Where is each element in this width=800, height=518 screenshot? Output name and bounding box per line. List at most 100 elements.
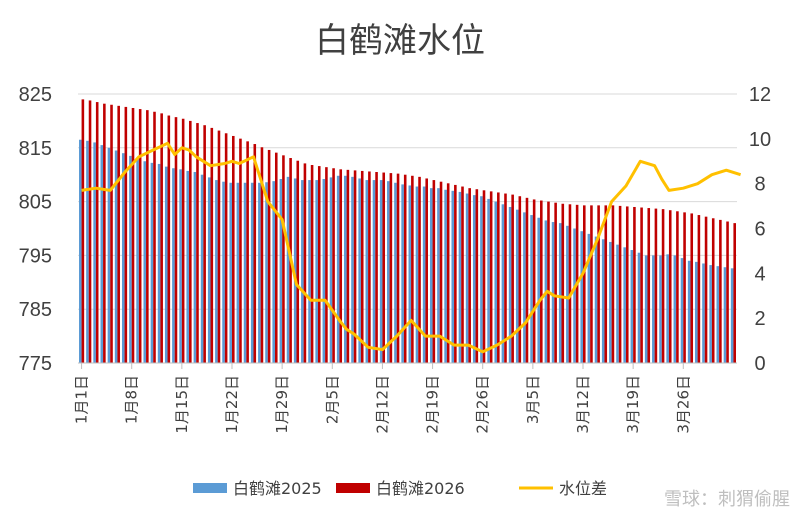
bar-2026 bbox=[676, 211, 679, 363]
bar-2025 bbox=[494, 201, 498, 363]
bar-2025 bbox=[444, 189, 447, 363]
bar-2026 bbox=[540, 200, 543, 363]
bar-2026 bbox=[303, 163, 307, 363]
bar-2025 bbox=[150, 162, 154, 363]
y-right-tick-label: 6 bbox=[754, 219, 765, 241]
bar-2026 bbox=[554, 202, 557, 363]
bar-2026 bbox=[103, 103, 106, 364]
bar-2026 bbox=[167, 115, 171, 364]
bar-2026 bbox=[317, 166, 321, 363]
bar-2025 bbox=[79, 139, 82, 363]
bar-2026 bbox=[174, 117, 178, 363]
bar-2025 bbox=[623, 247, 626, 363]
bar-2026 bbox=[203, 125, 206, 363]
bar-2025 bbox=[687, 260, 691, 363]
bar-2025 bbox=[394, 182, 397, 363]
bar-2026 bbox=[389, 173, 393, 363]
bar-2026 bbox=[353, 170, 357, 363]
bar-2025 bbox=[465, 193, 469, 363]
bar-2025 bbox=[730, 268, 734, 363]
x-tick-label: 3月19日 bbox=[624, 375, 642, 434]
bar-2025 bbox=[358, 178, 361, 363]
bar-2026 bbox=[733, 223, 736, 363]
bar-2026 bbox=[511, 194, 514, 363]
bar-2025 bbox=[265, 182, 268, 363]
bar-2026 bbox=[690, 213, 694, 363]
bar-2026 bbox=[253, 144, 257, 363]
bar-2026 bbox=[683, 212, 686, 363]
bar-2025 bbox=[523, 212, 526, 363]
bar-2026 bbox=[547, 201, 550, 363]
bar-2025 bbox=[609, 241, 612, 363]
bar-2025 bbox=[594, 236, 598, 363]
bar-2025 bbox=[286, 176, 290, 363]
bar-2025 bbox=[501, 204, 505, 363]
bar-2025 bbox=[329, 177, 333, 363]
legend-label: 水位差 bbox=[559, 479, 607, 498]
bar-2026 bbox=[110, 104, 113, 363]
bar-2026 bbox=[375, 172, 378, 363]
bar-2026 bbox=[597, 205, 600, 363]
bar-2025 bbox=[143, 161, 147, 363]
bar-2025 bbox=[429, 188, 433, 363]
bar-2025 bbox=[172, 168, 175, 363]
bar-2026 bbox=[461, 186, 464, 363]
bar-2026 bbox=[274, 152, 278, 363]
bar-2026 bbox=[726, 221, 729, 363]
bar-2025 bbox=[472, 195, 476, 363]
y-left-tick-label: 795 bbox=[19, 245, 52, 267]
bar-2026 bbox=[454, 184, 457, 363]
bar-2025 bbox=[93, 142, 96, 363]
bar-2026 bbox=[568, 204, 572, 363]
x-tick-label: 1月15日 bbox=[173, 375, 191, 434]
bar-2026 bbox=[532, 199, 536, 363]
bar-2026 bbox=[332, 168, 335, 363]
bar-2026 bbox=[232, 135, 235, 363]
x-tick-label: 3月12日 bbox=[574, 375, 592, 434]
bar-2026 bbox=[704, 216, 708, 363]
bar-2026 bbox=[181, 118, 185, 363]
bar-2025 bbox=[702, 263, 705, 363]
bar-2025 bbox=[272, 181, 275, 363]
x-tick-label: 1月29日 bbox=[273, 375, 291, 434]
x-tick-label: 2月12日 bbox=[373, 375, 391, 434]
bar-2025 bbox=[279, 179, 283, 363]
bar-2025 bbox=[100, 145, 104, 363]
bar-2025 bbox=[415, 186, 419, 363]
bar-2026 bbox=[711, 218, 715, 363]
bar-2026 bbox=[81, 99, 85, 363]
bar-2025 bbox=[200, 174, 204, 363]
bar-2025 bbox=[537, 217, 541, 363]
bar-2025 bbox=[408, 185, 412, 363]
bar-2026 bbox=[382, 172, 386, 363]
bar-2025 bbox=[451, 190, 455, 363]
bar-2026 bbox=[590, 205, 593, 363]
bar-2025 bbox=[487, 198, 490, 363]
bar-2025 bbox=[114, 150, 118, 363]
bar-2026 bbox=[604, 205, 608, 363]
y-right-tick-label: 8 bbox=[754, 174, 765, 196]
bar-2026 bbox=[217, 130, 221, 363]
bar-2025 bbox=[709, 265, 712, 363]
bar-2025 bbox=[308, 180, 311, 363]
bar-2026 bbox=[339, 169, 343, 363]
bar-2026 bbox=[131, 107, 135, 363]
bar-2025 bbox=[659, 255, 662, 363]
bar-2025 bbox=[365, 180, 369, 363]
bar-2026 bbox=[124, 106, 128, 364]
bar-2026 bbox=[647, 208, 651, 363]
bar-2025 bbox=[336, 175, 340, 363]
bar-2026 bbox=[196, 123, 199, 363]
legend-label: 白鹤滩2026 bbox=[376, 479, 465, 498]
bar-2026 bbox=[403, 174, 407, 363]
bar-2025 bbox=[630, 250, 634, 363]
line-water-diff bbox=[81, 141, 742, 354]
bar-2026 bbox=[625, 206, 629, 363]
bar-2026 bbox=[360, 170, 364, 363]
x-tick-label: 2月5日 bbox=[323, 375, 341, 424]
bar-2026 bbox=[153, 111, 156, 363]
y-left-tick-label: 775 bbox=[19, 353, 52, 375]
y-left-tick-label: 825 bbox=[19, 84, 52, 106]
bar-2026 bbox=[611, 205, 615, 363]
